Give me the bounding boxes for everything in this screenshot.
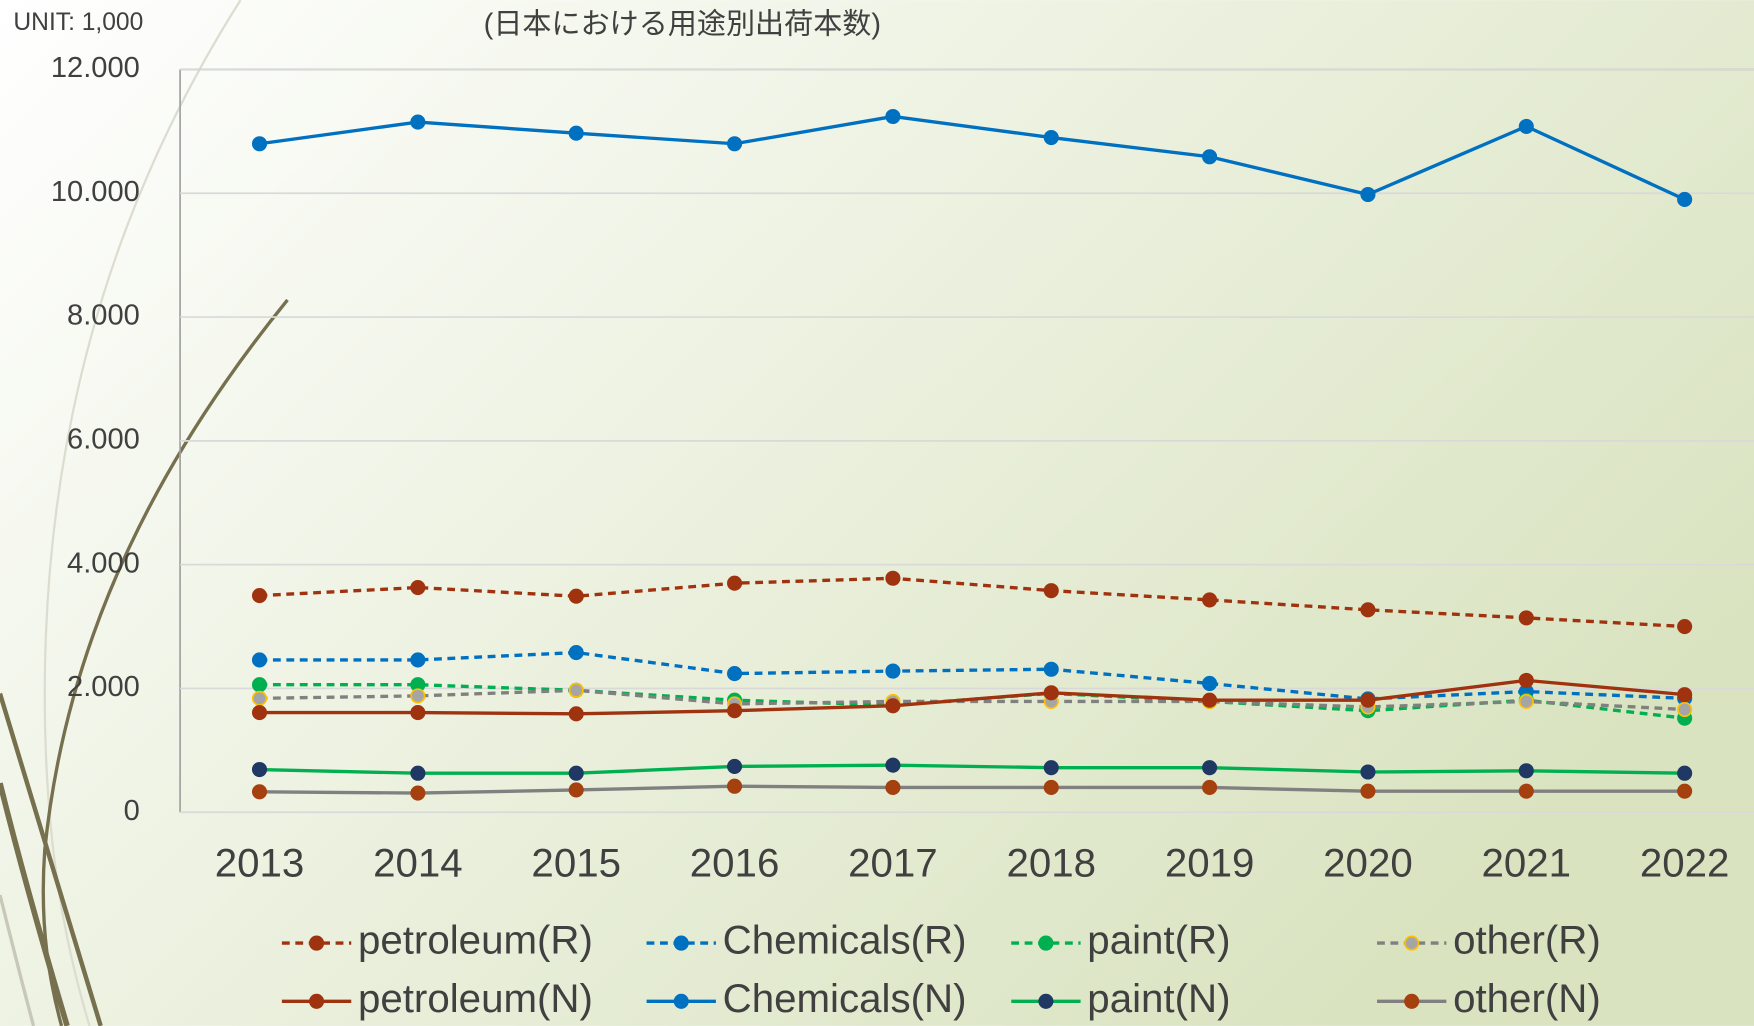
data-point	[1045, 761, 1058, 774]
data-point	[1203, 781, 1216, 794]
data-point	[1520, 120, 1533, 133]
x-tick-label: 2022	[1640, 841, 1730, 886]
x-tick-label: 2016	[690, 841, 780, 886]
data-point	[1678, 703, 1691, 716]
data-point	[1520, 695, 1533, 708]
y-tick-label: 10.000	[51, 176, 140, 208]
data-point	[411, 706, 424, 719]
legend-marker	[1039, 995, 1052, 1008]
x-tick-label: 2015	[531, 841, 621, 886]
data-point	[1203, 761, 1216, 774]
x-tick-label: 2018	[1006, 841, 1096, 886]
chart: UNIT: 1,000 (日本における用途別出荷本数) 0 2.000 4.000 6…	[0, 0, 1754, 1026]
legend-marker	[1039, 936, 1052, 949]
data-point	[1361, 188, 1374, 201]
data-point	[411, 653, 424, 666]
chart-title: (日本における用途別出荷本数)	[484, 8, 881, 41]
data-point	[1520, 674, 1533, 687]
data-point	[1361, 693, 1374, 706]
data-point	[728, 137, 741, 150]
y-tick-label: 12.000	[51, 52, 140, 84]
y-tick-label: 0	[124, 795, 140, 827]
data-point	[570, 767, 583, 780]
legend-label: other(N)	[1453, 976, 1601, 1021]
data-point	[253, 763, 266, 776]
legend-label: paint(R)	[1087, 918, 1230, 963]
data-point	[570, 646, 583, 659]
data-point	[1520, 764, 1533, 777]
x-tick-label: 2020	[1323, 841, 1413, 886]
data-point	[1203, 693, 1216, 706]
legend-marker	[310, 936, 323, 949]
data-point	[1678, 688, 1691, 701]
legend-label: petroleum(R)	[358, 918, 593, 963]
legend-label: Chemicals(R)	[723, 918, 967, 963]
data-point	[1045, 663, 1058, 676]
data-point	[1361, 784, 1374, 797]
data-point	[253, 706, 266, 719]
legend-marker	[310, 995, 323, 1008]
data-point	[411, 786, 424, 799]
data-point	[253, 785, 266, 798]
data-point	[1678, 193, 1691, 206]
data-point	[570, 589, 583, 602]
data-point	[1045, 686, 1058, 699]
data-point	[411, 689, 424, 702]
data-point	[1203, 150, 1216, 163]
x-tick-label: 2014	[373, 841, 463, 886]
data-point	[886, 664, 899, 677]
data-point	[886, 781, 899, 794]
data-point	[886, 699, 899, 712]
data-point	[886, 572, 899, 585]
data-point	[1678, 784, 1691, 797]
legend-marker	[675, 995, 688, 1008]
data-point	[1203, 593, 1216, 606]
data-point	[1678, 767, 1691, 780]
data-point	[1361, 765, 1374, 778]
data-point	[570, 684, 583, 697]
data-point	[411, 581, 424, 594]
data-point	[253, 678, 266, 691]
x-tick-label: 2013	[215, 841, 305, 886]
data-point	[1520, 784, 1533, 797]
legend-marker	[1405, 936, 1418, 949]
y-tick-label: 8.000	[67, 300, 140, 332]
legend-label: petroleum(N)	[358, 976, 593, 1021]
unit-label: UNIT: 1,000	[13, 9, 143, 36]
data-point	[411, 767, 424, 780]
data-point	[253, 137, 266, 150]
y-tick-label: 6.000	[67, 424, 140, 456]
data-point	[570, 783, 583, 796]
data-point	[253, 653, 266, 666]
x-tick-label: 2017	[848, 841, 938, 886]
data-point	[1045, 584, 1058, 597]
data-point	[728, 667, 741, 680]
data-point	[1361, 603, 1374, 616]
data-point	[728, 704, 741, 717]
data-point	[253, 589, 266, 602]
data-point	[886, 110, 899, 123]
x-tick-label: 2019	[1165, 841, 1255, 886]
data-point	[728, 577, 741, 590]
legend-label: Chemicals(N)	[723, 976, 967, 1021]
legend-label: other(R)	[1453, 918, 1601, 963]
data-point	[570, 707, 583, 720]
data-point	[570, 127, 583, 140]
legend-label: paint(N)	[1087, 976, 1230, 1021]
data-point	[1045, 781, 1058, 794]
data-point	[728, 780, 741, 793]
legend-marker	[1405, 995, 1418, 1008]
legend-marker	[675, 936, 688, 949]
y-tick-label: 4.000	[67, 547, 140, 579]
data-point	[1045, 131, 1058, 144]
data-point	[253, 692, 266, 705]
y-tick-label: 2.000	[67, 671, 140, 703]
data-point	[1678, 620, 1691, 633]
data-point	[728, 760, 741, 773]
data-point	[411, 115, 424, 128]
data-point	[886, 758, 899, 771]
data-point	[1203, 677, 1216, 690]
x-tick-label: 2021	[1482, 841, 1572, 886]
data-point	[1520, 611, 1533, 624]
